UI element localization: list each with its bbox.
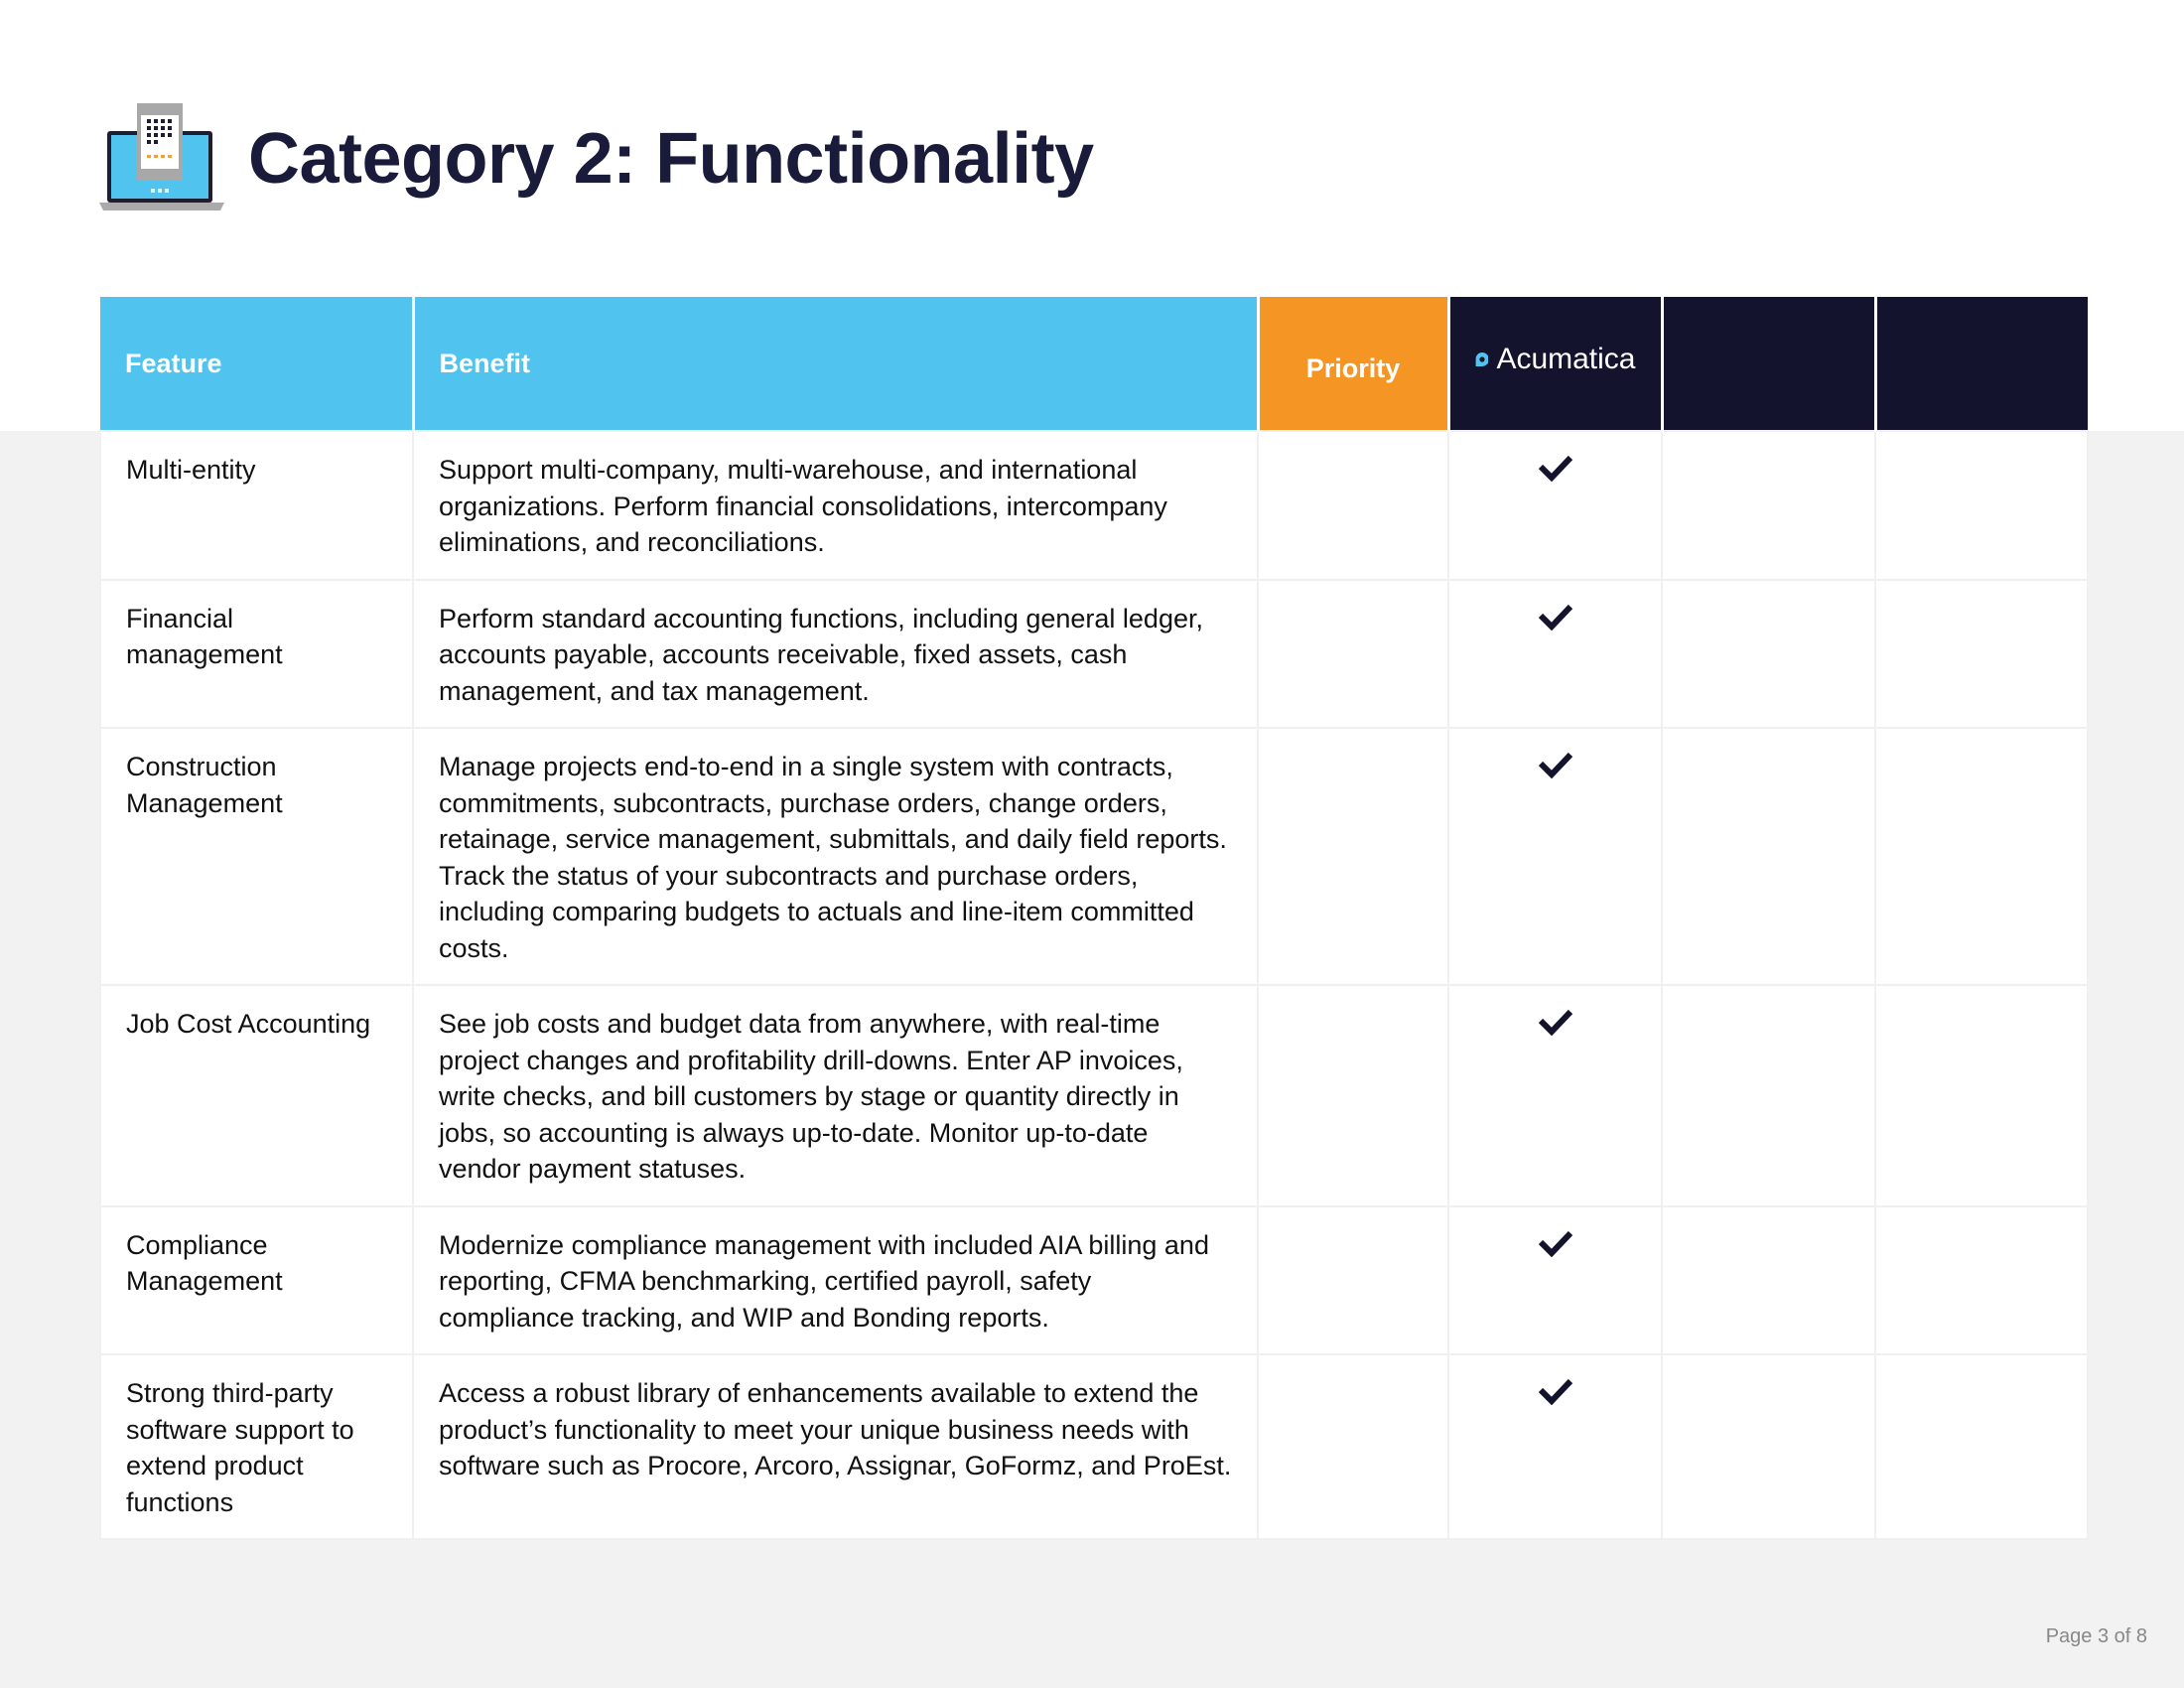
acumatica-cell (1447, 727, 1663, 986)
acumatica-cell (1447, 1353, 1663, 1540)
priority-cell[interactable] (1257, 984, 1449, 1207)
vendor-3-cell (1874, 1353, 2089, 1540)
table-row: Compliance Management Modernize complianc… (99, 1204, 2089, 1355)
page-title: Category 2: Functionality (248, 119, 1094, 199)
column-header-feature: Feature (100, 297, 415, 431)
acumatica-cell (1447, 430, 1663, 581)
page-number: Page 3 of 8 (2045, 1625, 2147, 1647)
feature-cell: Construction Management (99, 727, 414, 986)
priority-cell[interactable] (1257, 430, 1449, 581)
feature-cell: Job Cost Accounting (99, 984, 414, 1207)
table-row: Strong third-party software support to e… (99, 1353, 2089, 1540)
checkmark-icon (1538, 1378, 1572, 1406)
table-row: Construction Management Manage projects e… (99, 727, 2089, 986)
header: Category 2: Functionality (99, 103, 1094, 214)
feature-cell: Strong third-party software support to e… (99, 1353, 414, 1540)
benefit-cell: Support multi-company, multi-warehouse, … (412, 430, 1259, 581)
acumatica-logo-icon (1475, 352, 1489, 366)
vendor-2-cell (1661, 1204, 1876, 1355)
vendor-3-cell (1874, 984, 2089, 1207)
vendor-2-cell (1661, 578, 1876, 729)
priority-cell[interactable] (1257, 1204, 1449, 1355)
acumatica-logo: Acumatica (1475, 343, 1636, 376)
column-header-vendor-2 (1662, 297, 1877, 431)
column-header-priority: Priority (1258, 297, 1450, 431)
vendor-2-cell (1661, 1353, 1876, 1540)
priority-cell[interactable] (1257, 727, 1449, 986)
vendor-2-cell (1661, 727, 1876, 986)
acumatica-cell (1447, 1204, 1663, 1355)
checkmark-icon (1538, 1009, 1572, 1037)
vendor-3-cell (1874, 578, 2089, 729)
benefit-cell: Access a robust library of enhancements … (412, 1353, 1259, 1540)
column-header-acumatica: Acumatica (1448, 297, 1664, 431)
benefit-cell: Perform standard accounting functions, i… (412, 578, 1259, 729)
table-header-row: Feature Benefit Priority Acumatica (100, 297, 2088, 431)
table-row: Multi-entity Support multi-company, multi… (99, 430, 2089, 581)
checkmark-icon (1538, 752, 1572, 779)
acumatica-cell (1447, 578, 1663, 729)
vendor-2-cell (1661, 430, 1876, 581)
vendor-2-cell (1661, 984, 1876, 1207)
checkmark-icon (1538, 604, 1572, 631)
comparison-table: Feature Benefit Priority Acumatica Multi… (99, 297, 2089, 1540)
vendor-3-cell (1874, 1204, 2089, 1355)
laptop-phone-icon (99, 103, 224, 211)
benefit-cell: See job costs and budget data from anywh… (412, 984, 1259, 1207)
feature-cell: Multi-entity (99, 430, 414, 581)
column-header-vendor-3 (1875, 297, 2088, 431)
checkmark-icon (1538, 455, 1572, 483)
column-header-benefit: Benefit (413, 297, 1260, 431)
benefit-cell: Manage projects end-to-end in a single s… (412, 727, 1259, 986)
priority-cell[interactable] (1257, 578, 1449, 729)
priority-cell[interactable] (1257, 1353, 1449, 1540)
acumatica-logo-text: Acumatica (1496, 343, 1636, 375)
acumatica-cell (1447, 984, 1663, 1207)
checkmark-icon (1538, 1230, 1572, 1257)
benefit-cell: Modernize compliance management with inc… (412, 1204, 1259, 1355)
vendor-3-cell (1874, 727, 2089, 986)
table-row: Financial management Perform standard acc… (99, 578, 2089, 729)
feature-cell: Financial management (99, 578, 414, 729)
table-row: Job Cost Accounting See job costs and bud… (99, 984, 2089, 1207)
feature-cell: Compliance Management (99, 1204, 414, 1355)
vendor-3-cell (1874, 430, 2089, 581)
